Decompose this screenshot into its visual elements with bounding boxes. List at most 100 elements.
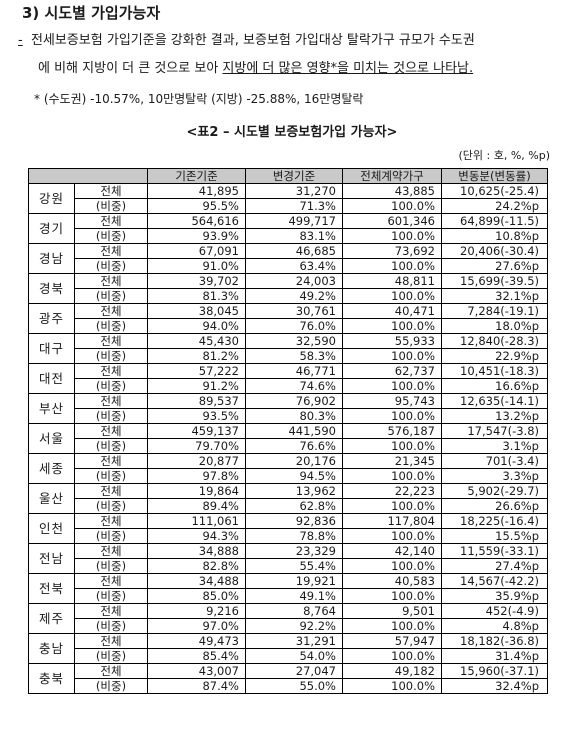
value-cell: 95,743 xyxy=(342,393,442,409)
ratio-change-cell: 3.3%p xyxy=(441,468,548,484)
change-cell: 20,406(-30.4) xyxy=(441,243,548,259)
ratio-cell: 83.1% xyxy=(245,228,343,244)
ratio-cell: 54.0% xyxy=(245,648,343,664)
region-cell: 충북 xyxy=(28,663,75,694)
ratio-cell: 81.3% xyxy=(147,288,246,304)
ratio-cell: 100.0% xyxy=(342,618,442,634)
row-label-total: 전체 xyxy=(74,453,148,469)
change-cell: 7,284(-19.1) xyxy=(441,303,548,319)
table-row-total: 경북 전체 39,702 24,003 48,811 15,699(-39.5) xyxy=(28,273,548,304)
ratio-cell: 55.4% xyxy=(245,558,343,574)
ratio-change-cell: 32.1%p xyxy=(441,288,548,304)
value-cell: 9,216 xyxy=(147,603,246,619)
ratio-cell: 100.0% xyxy=(342,258,442,274)
table-row-ratio: (비중) 97.8% 94.5% 100.0% 3.3%p xyxy=(29,468,548,484)
change-cell: 18,225(-16.4) xyxy=(441,513,548,529)
header-blank xyxy=(28,168,148,184)
region-cell: 강원 xyxy=(28,183,75,214)
table-row-ratio: (비중) 91.0% 63.4% 100.0% 27.6%p xyxy=(29,258,548,274)
row-label-total: 전체 xyxy=(74,273,148,289)
header-cell: 변동분(변동률) xyxy=(441,168,548,184)
ratio-cell: 93.9% xyxy=(147,228,246,244)
change-cell: 12,840(-28.3) xyxy=(441,333,548,349)
row-label-ratio: (비중) xyxy=(74,678,148,694)
row-label-total: 전체 xyxy=(74,393,148,409)
value-cell: 499,717 xyxy=(245,213,343,229)
table-row-ratio: (비중) 87.4% 55.0% 100.0% 32.4%p xyxy=(29,678,548,694)
ratio-cell: 100.0% xyxy=(342,498,442,514)
paragraph-text-1: 전세보증보험 가입기준을 강화한 결과, 보증보험 가입대상 탈락가구 규모가 … xyxy=(30,33,475,48)
ratio-change-cell: 35.9%p xyxy=(441,588,548,604)
ratio-cell: 100.0% xyxy=(342,198,442,214)
value-cell: 13,962 xyxy=(245,483,343,499)
header-cell: 전체계약가구 xyxy=(342,168,442,184)
row-label-total: 전체 xyxy=(74,603,148,619)
value-cell: 441,590 xyxy=(245,423,343,439)
ratio-change-cell: 22.9%p xyxy=(441,348,548,364)
unit-label: (단위 : 호, %, %p) xyxy=(458,149,550,162)
table-row-ratio: (비중) 91.2% 74.6% 100.0% 16.6%p xyxy=(29,378,548,394)
table-header-row: 기존기준 변경기준 전체계약가구 변동분(변동률) xyxy=(28,168,548,184)
table-row-ratio: (비중) 94.0% 76.0% 100.0% 18.0%p xyxy=(29,318,548,334)
table-row-total: 울산 전체 19,864 13,962 22,223 5,902(-29.7) xyxy=(28,483,548,514)
value-cell: 564,616 xyxy=(147,213,246,229)
region-cell: 부산 xyxy=(28,393,75,424)
paragraph-line-1: - 전세보증보험 가입기준을 강화한 결과, 보증보험 가입대상 탈락가구 규모… xyxy=(18,33,475,49)
ratio-change-cell: 27.4%p xyxy=(441,558,548,574)
table-row-ratio: (비중) 81.2% 58.3% 100.0% 22.9%p xyxy=(29,348,548,364)
row-label-total: 전체 xyxy=(74,543,148,559)
paragraph-text-2: 에 비해 지방이 더 큰 것으로 보아 xyxy=(38,61,223,76)
header-cell: 기존기준 xyxy=(147,168,246,184)
value-cell: 49,473 xyxy=(147,633,246,649)
row-label-total: 전체 xyxy=(74,213,148,229)
ratio-cell: 97.8% xyxy=(147,468,246,484)
ratio-change-cell: 13.2%p xyxy=(441,408,548,424)
value-cell: 67,091 xyxy=(147,243,246,259)
row-label-ratio: (비중) xyxy=(74,348,148,364)
ratio-cell: 100.0% xyxy=(342,348,442,364)
ratio-cell: 100.0% xyxy=(342,408,442,424)
value-cell: 30,761 xyxy=(245,303,343,319)
row-label-ratio: (비중) xyxy=(74,588,148,604)
ratio-cell: 95.5% xyxy=(147,198,246,214)
value-cell: 22,223 xyxy=(342,483,442,499)
value-cell: 21,345 xyxy=(342,453,442,469)
ratio-cell: 94.0% xyxy=(147,318,246,334)
ratio-change-cell: 18.0%p xyxy=(441,318,548,334)
ratio-cell: 100.0% xyxy=(342,588,442,604)
region-cell: 경북 xyxy=(28,273,75,304)
header-cell: 변경기준 xyxy=(245,168,343,184)
ratio-change-cell: 27.6%p xyxy=(441,258,548,274)
table-row-total: 경남 전체 67,091 46,685 73,692 20,406(-30.4) xyxy=(28,243,548,274)
value-cell: 42,140 xyxy=(342,543,442,559)
value-cell: 34,888 xyxy=(147,543,246,559)
table-row-total: 광주 전체 38,045 30,761 40,471 7,284(-19.1) xyxy=(28,303,548,334)
row-label-total: 전체 xyxy=(74,513,148,529)
ratio-cell: 82.8% xyxy=(147,558,246,574)
ratio-cell: 76.0% xyxy=(245,318,343,334)
ratio-cell: 87.4% xyxy=(147,678,246,694)
table-row-ratio: (비중) 93.5% 80.3% 100.0% 13.2%p xyxy=(29,408,548,424)
ratio-cell: 100.0% xyxy=(342,438,442,454)
ratio-cell: 100.0% xyxy=(342,558,442,574)
change-cell: 452(-4.9) xyxy=(441,603,548,619)
paragraph-line-2: 에 비해 지방이 더 큰 것으로 보아 지방에 더 많은 영향*을 미치는 것으… xyxy=(38,61,473,77)
ratio-cell: 49.2% xyxy=(245,288,343,304)
change-cell: 64,899(-11.5) xyxy=(441,213,548,229)
region-cell: 세종 xyxy=(28,453,75,484)
ratio-cell: 93.5% xyxy=(147,408,246,424)
table-row-total: 전북 전체 34,488 19,921 40,583 14,567(-42.2) xyxy=(28,573,548,604)
value-cell: 31,270 xyxy=(245,183,343,199)
value-cell: 9,501 xyxy=(342,603,442,619)
row-label-ratio: (비중) xyxy=(74,258,148,274)
ratio-cell: 100.0% xyxy=(342,378,442,394)
ratio-cell: 100.0% xyxy=(342,528,442,544)
bullet-dash: - xyxy=(18,33,23,48)
table-row-ratio: (비중) 93.9% 83.1% 100.0% 10.8%p xyxy=(29,228,548,244)
table-row-total: 대전 전체 57,222 46,771 62,737 10,451(-18.3) xyxy=(28,363,548,394)
row-label-total: 전체 xyxy=(74,483,148,499)
region-table: 기존기준 변경기준 전체계약가구 변동분(변동률) 강원 전체 41,895 31,2… xyxy=(28,168,548,694)
ratio-cell: 85.4% xyxy=(147,648,246,664)
row-label-ratio: (비중) xyxy=(74,618,148,634)
value-cell: 111,061 xyxy=(147,513,246,529)
